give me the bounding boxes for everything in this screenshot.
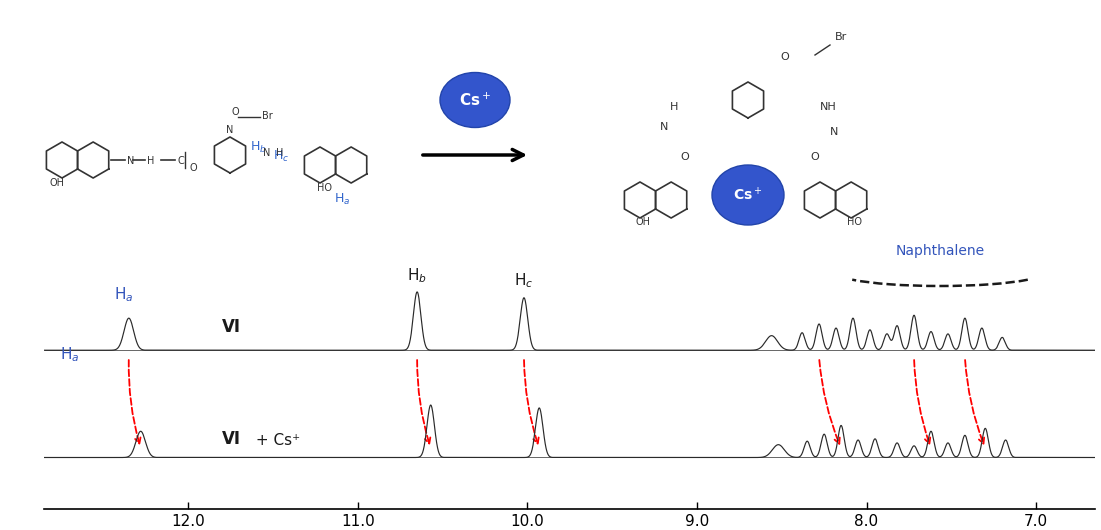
Text: O: O xyxy=(189,163,197,173)
Text: Naphthalene: Naphthalene xyxy=(895,244,984,258)
Text: O: O xyxy=(781,52,789,62)
Text: H: H xyxy=(671,102,678,112)
Ellipse shape xyxy=(712,165,784,225)
Text: Br: Br xyxy=(835,32,848,42)
Text: HO: HO xyxy=(847,217,862,227)
Text: C: C xyxy=(177,156,184,166)
Ellipse shape xyxy=(440,73,510,128)
Text: Cs$^+$: Cs$^+$ xyxy=(459,91,491,109)
Text: H$_a$: H$_a$ xyxy=(335,192,351,207)
Text: O: O xyxy=(810,152,819,162)
Text: N: N xyxy=(127,156,134,166)
Text: Cs$^+$: Cs$^+$ xyxy=(733,187,763,204)
Text: H$_c$: H$_c$ xyxy=(514,271,534,289)
Text: H$_a$: H$_a$ xyxy=(115,285,133,304)
Text: + Cs⁺: + Cs⁺ xyxy=(251,433,301,448)
Text: O: O xyxy=(680,152,689,162)
Text: O: O xyxy=(231,107,239,117)
Text: N: N xyxy=(263,148,271,158)
Text: N: N xyxy=(227,125,233,135)
Text: OH: OH xyxy=(635,217,651,227)
Text: VI: VI xyxy=(222,318,241,336)
Text: OH: OH xyxy=(50,178,65,188)
Text: H: H xyxy=(276,148,283,158)
Text: H$_b$: H$_b$ xyxy=(407,266,427,285)
Text: H$_b$: H$_b$ xyxy=(250,140,266,155)
Text: H$_a$: H$_a$ xyxy=(61,346,79,364)
Text: NH: NH xyxy=(820,102,837,112)
Text: H$_c$: H$_c$ xyxy=(273,149,290,164)
Text: N: N xyxy=(830,127,838,137)
Text: N: N xyxy=(659,122,668,132)
Text: VI: VI xyxy=(222,430,241,448)
Text: Br: Br xyxy=(262,111,273,121)
Text: H: H xyxy=(148,156,154,166)
Text: HO: HO xyxy=(317,183,333,193)
